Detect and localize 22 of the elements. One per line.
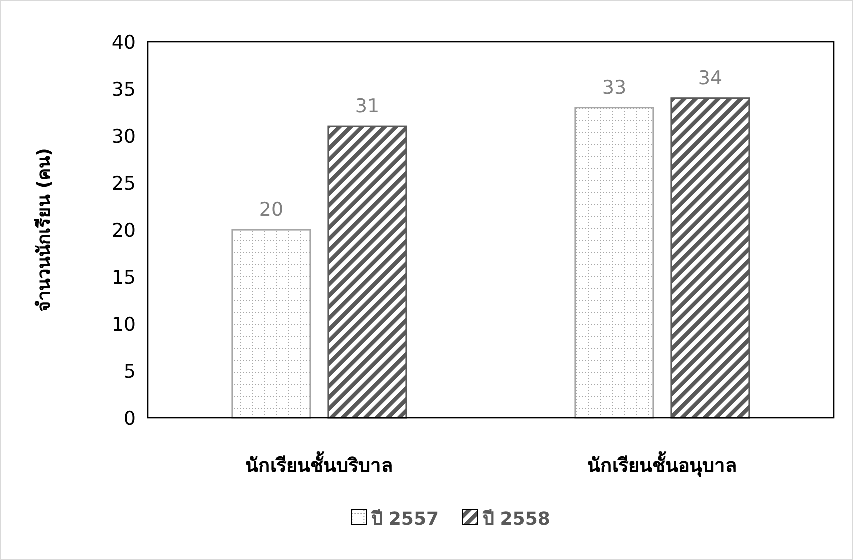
- x-tick-label: นักเรียนชั้นอนุบาล: [588, 451, 738, 478]
- y-tick-label: 40: [112, 32, 136, 54]
- y-tick-label: 35: [112, 79, 136, 101]
- x-tick-label: นักเรียนชั้นบริบาล: [246, 451, 394, 477]
- data-label: 20: [259, 199, 284, 221]
- y-tick-label: 10: [112, 314, 136, 336]
- y-tick-label: 15: [112, 267, 136, 289]
- data-label: 34: [698, 67, 723, 90]
- data-label: 33: [602, 76, 627, 99]
- y-tick-label: 20: [112, 220, 136, 242]
- y-tick-label: 30: [112, 126, 136, 148]
- data-label: 31: [355, 96, 380, 118]
- y-axis-title: จำนวนนักเรียน (คน): [34, 148, 55, 312]
- y-tick-label: 5: [124, 361, 136, 383]
- bar: [232, 229, 312, 419]
- y-tick-label: 25: [112, 173, 136, 195]
- bar: [670, 98, 750, 419]
- bar: [328, 126, 408, 419]
- legend-label: ปี 2558: [482, 509, 550, 530]
- bar: [574, 107, 654, 419]
- legend-label: ปี 2557: [370, 509, 439, 530]
- y-tick-label: 0: [124, 408, 136, 430]
